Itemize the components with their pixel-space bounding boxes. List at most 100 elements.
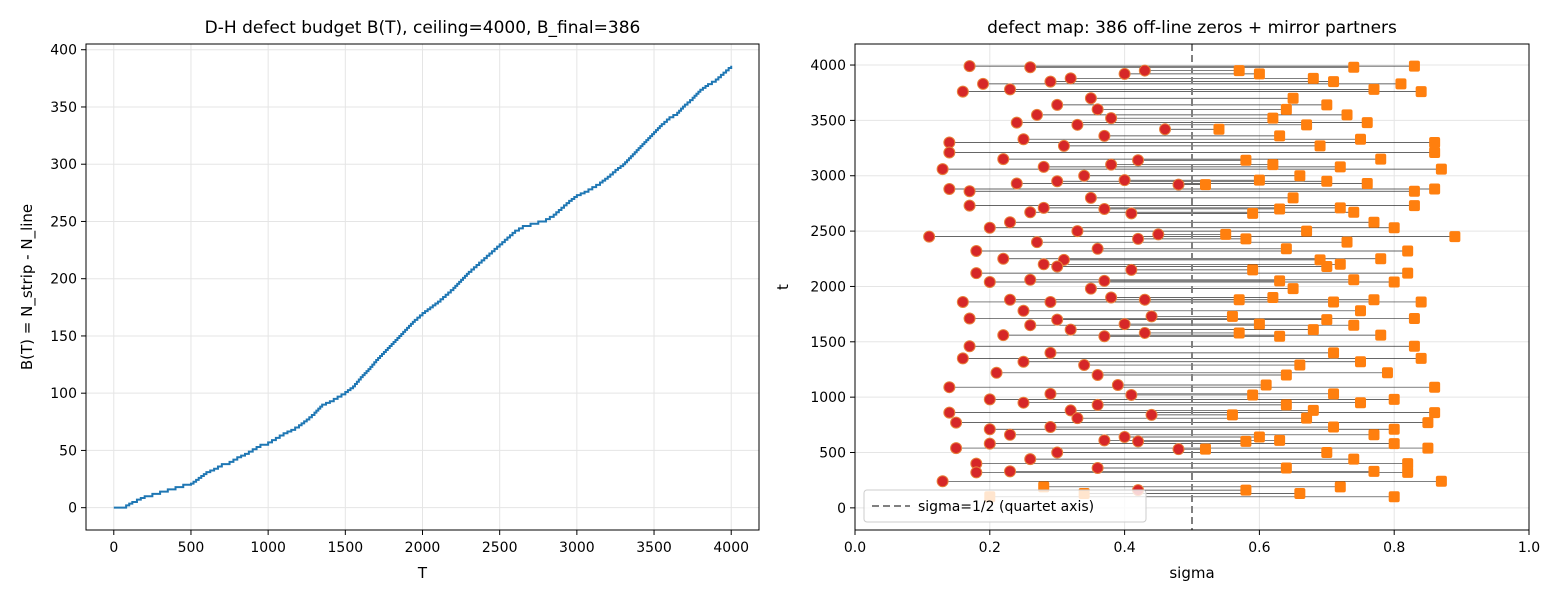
mirror-partner-point xyxy=(1341,236,1353,248)
mirror-partner-point xyxy=(1274,130,1286,142)
mirror-partner-point xyxy=(1348,206,1360,218)
mirror-partner-point xyxy=(1429,146,1441,158)
offline-zero-point xyxy=(1057,139,1070,152)
offline-zero-point xyxy=(1024,453,1037,466)
mirror-partner-point xyxy=(1341,109,1353,121)
legend-label: sigma=1/2 (quartet axis) xyxy=(918,499,1094,515)
mirror-partner-point xyxy=(1274,275,1286,287)
offline-zero-point xyxy=(970,245,983,258)
mirror-partner-point xyxy=(1253,68,1265,80)
mirror-partner-point xyxy=(1274,330,1286,342)
offline-zero-point xyxy=(1017,304,1030,317)
mirror-partner-point xyxy=(1328,421,1340,433)
budget-x-tick-label: 1000 xyxy=(250,540,286,556)
offline-zero-point xyxy=(1064,404,1077,417)
mirror-partner-point xyxy=(1287,283,1299,295)
offline-zero-point xyxy=(1044,295,1057,308)
defect-map-y-tick-label: 2500 xyxy=(810,224,846,240)
offline-zero-point xyxy=(963,60,976,73)
budget-y-tick-label: 50 xyxy=(59,443,77,459)
mirror-partner-point xyxy=(1226,310,1238,322)
mirror-partner-point xyxy=(1334,202,1346,214)
mirror-partner-point xyxy=(1368,465,1380,477)
defect-map-y-axis-label: t xyxy=(774,284,792,290)
budget-chart: 0 500 1000 1500 2000 2500 3000 3500 4000 0 50 100 1… xyxy=(18,18,760,582)
budget-x-tick-label: 3000 xyxy=(559,540,595,556)
offline-zero-point xyxy=(1044,75,1057,88)
offline-zero-point xyxy=(983,393,996,406)
offline-zero-point xyxy=(1118,174,1131,187)
offline-zero-point xyxy=(1044,346,1057,359)
offline-zero-point xyxy=(1098,202,1111,215)
offline-zero-point xyxy=(1071,412,1084,425)
budget-x-ticks: 0 500 1000 1500 2000 2500 3000 3500 4000 xyxy=(109,530,749,556)
mirror-partner-point xyxy=(1381,367,1393,379)
mirror-partner-point xyxy=(1348,319,1360,331)
mirror-partner-point xyxy=(1355,397,1366,409)
mirror-partner-point xyxy=(1334,161,1346,173)
offline-zero-point xyxy=(1051,446,1064,459)
offline-zero-point xyxy=(956,295,969,308)
mirror-partner-point xyxy=(1355,133,1366,145)
defect-map-y-tick-label: 3500 xyxy=(810,113,846,129)
mirror-partner-point xyxy=(1247,389,1259,401)
defect-map-chart: sigma=1/2 (quartet axis) 0.0 0.2 0.4 0.6 0.8… xyxy=(774,18,1540,582)
offline-zero-point xyxy=(956,352,969,365)
defect-map-y-tick-label: 0 xyxy=(837,501,846,517)
offline-zero-point xyxy=(1105,291,1118,304)
offline-zero-point xyxy=(1159,123,1172,136)
mirror-partner-point xyxy=(1368,83,1380,95)
defect-map-x-tick-label: 0.4 xyxy=(1113,540,1135,556)
mirror-partner-point xyxy=(1274,203,1286,215)
offline-zero-point xyxy=(1004,83,1017,96)
mirror-partner-point xyxy=(1415,352,1427,364)
offline-zero-point xyxy=(923,230,936,243)
offline-zero-point xyxy=(1071,225,1084,238)
offline-zero-point xyxy=(1030,108,1043,121)
offline-zero-point xyxy=(1138,64,1151,77)
defect-map-y-tick-label: 500 xyxy=(819,446,846,462)
mirror-partner-points xyxy=(984,60,1461,503)
offline-zero-point xyxy=(1118,318,1131,331)
offline-zero-point xyxy=(1118,431,1131,444)
offline-zero-point xyxy=(983,276,996,289)
offline-zero-point xyxy=(1098,434,1111,447)
offline-zero-point xyxy=(1091,398,1104,411)
offline-zero-point xyxy=(977,77,990,90)
mirror-partner-point xyxy=(1395,78,1407,90)
mirror-partner-point xyxy=(1280,462,1292,474)
mirror-partner-point xyxy=(1247,264,1259,276)
offline-zero-point xyxy=(990,366,1003,379)
offline-zero-point xyxy=(1024,319,1037,332)
mirror-partner-point xyxy=(1314,140,1326,152)
offline-zero-point xyxy=(1132,232,1145,245)
offline-zero-point xyxy=(936,475,949,488)
offline-zero-point xyxy=(1125,207,1138,220)
mirror-partner-point xyxy=(1247,207,1259,219)
offline-zero-point xyxy=(1125,263,1138,276)
mirror-partner-point xyxy=(1280,369,1292,381)
mirror-partner-point xyxy=(1348,453,1360,465)
mirror-partner-point xyxy=(1355,305,1366,317)
defect-map-y-tick-label: 1000 xyxy=(810,390,846,406)
mirror-partner-point xyxy=(1435,475,1447,487)
offline-zero-point xyxy=(1037,201,1050,214)
offline-zero-points xyxy=(923,60,1185,497)
budget-x-tick-label: 2500 xyxy=(482,540,518,556)
offline-zero-point xyxy=(1091,369,1104,382)
offline-zero-point xyxy=(1004,216,1017,229)
mirror-partner-point xyxy=(1408,60,1420,72)
budget-x-tick-label: 0 xyxy=(109,540,118,556)
mirror-partner-point xyxy=(1328,76,1340,88)
offline-zero-point xyxy=(1172,443,1185,456)
budget-x-tick-label: 2000 xyxy=(405,540,441,556)
mirror-partner-point xyxy=(1321,99,1333,111)
mirror-partner-point xyxy=(1233,294,1245,306)
offline-zero-point xyxy=(1010,177,1023,190)
defect-map-y-tick-label: 1500 xyxy=(810,335,846,351)
mirror-partner-point xyxy=(1375,329,1387,341)
legend-box xyxy=(863,489,1147,523)
mirror-partner-point xyxy=(1301,225,1313,237)
mirror-partner-point xyxy=(1388,423,1400,435)
mirror-partner-point xyxy=(1328,347,1340,359)
